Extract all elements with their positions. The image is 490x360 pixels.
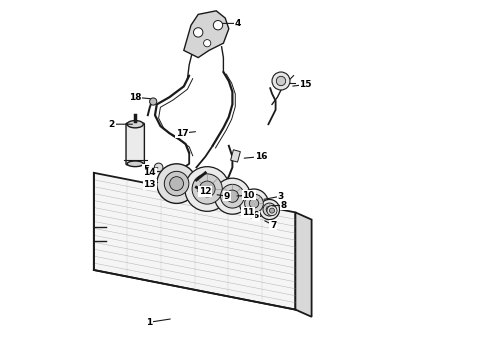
Circle shape — [154, 163, 163, 172]
Circle shape — [215, 178, 250, 214]
Circle shape — [240, 189, 269, 218]
Circle shape — [192, 174, 222, 204]
Circle shape — [270, 208, 274, 213]
Text: 2: 2 — [109, 120, 115, 129]
Circle shape — [245, 194, 263, 213]
Circle shape — [185, 167, 229, 211]
Bar — [231, 150, 241, 162]
Text: 1: 1 — [147, 318, 153, 327]
Text: 16: 16 — [255, 152, 268, 161]
Text: 10: 10 — [243, 191, 255, 199]
FancyBboxPatch shape — [126, 123, 145, 165]
Polygon shape — [184, 11, 229, 58]
Text: 8: 8 — [281, 201, 287, 210]
Circle shape — [266, 206, 273, 213]
Circle shape — [157, 164, 196, 203]
Text: 15: 15 — [299, 80, 312, 89]
Text: 13: 13 — [144, 180, 156, 189]
Circle shape — [263, 203, 276, 216]
Text: 14: 14 — [143, 168, 156, 177]
Circle shape — [259, 199, 280, 220]
Circle shape — [220, 184, 245, 208]
Text: 11: 11 — [242, 208, 254, 217]
Polygon shape — [295, 212, 312, 317]
Text: 6: 6 — [253, 211, 259, 220]
Text: 17: 17 — [176, 129, 188, 138]
Text: 3: 3 — [278, 192, 284, 201]
Ellipse shape — [127, 161, 143, 167]
Circle shape — [272, 72, 290, 90]
Circle shape — [149, 98, 157, 105]
Circle shape — [170, 177, 184, 190]
Circle shape — [267, 206, 277, 216]
Text: 18: 18 — [129, 93, 142, 102]
Text: 12: 12 — [199, 187, 212, 196]
Ellipse shape — [127, 121, 143, 128]
Circle shape — [249, 199, 259, 208]
Circle shape — [213, 21, 222, 30]
Circle shape — [226, 190, 239, 202]
Text: 9: 9 — [224, 192, 230, 201]
Text: 4: 4 — [235, 19, 241, 28]
Circle shape — [204, 40, 211, 47]
Text: 5: 5 — [143, 165, 149, 174]
Polygon shape — [94, 173, 295, 310]
Circle shape — [194, 28, 203, 37]
Circle shape — [199, 181, 215, 197]
Circle shape — [164, 171, 189, 196]
Text: 7: 7 — [270, 220, 276, 230]
Circle shape — [276, 76, 286, 86]
